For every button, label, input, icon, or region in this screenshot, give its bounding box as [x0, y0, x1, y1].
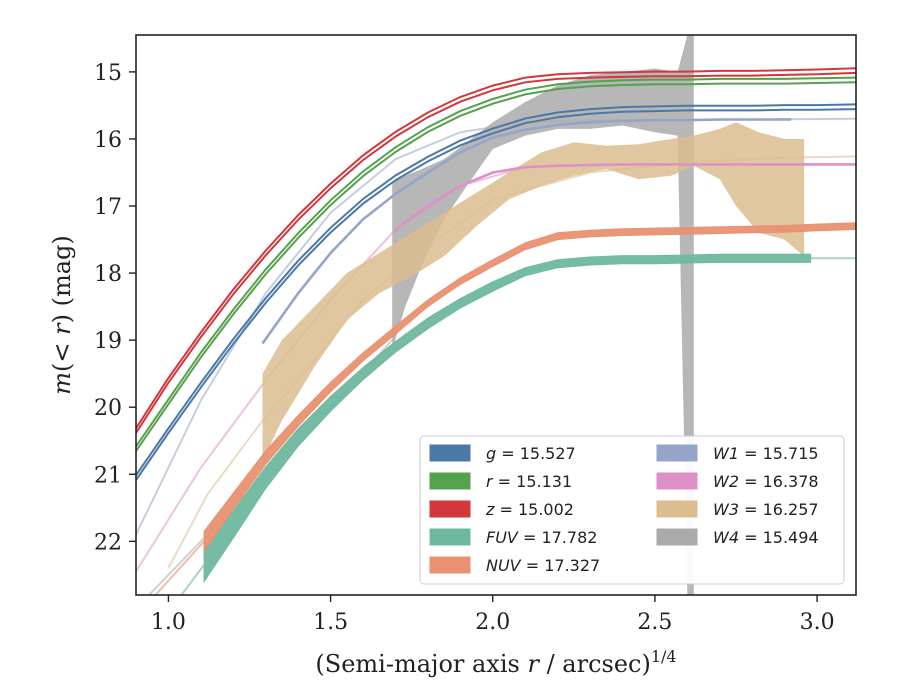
x-tick-label: 1.0: [151, 610, 186, 635]
y-tick-label: 19: [94, 329, 122, 354]
y-tick-label: 15: [94, 61, 122, 86]
y-axis: 15 16 17 18 19 20 21 22: [94, 61, 136, 555]
series-z-line-upper: [136, 67, 856, 429]
legend-label-w2: W2 = 16.378: [713, 472, 819, 491]
series-z-line-lower: [136, 71, 856, 434]
legend-swatch-z: [429, 500, 471, 518]
legend-label-w3: W3 = 16.257: [713, 500, 819, 519]
legend-label-w4: W4 = 15.494: [713, 528, 819, 547]
legend-swatch-w3: [656, 500, 698, 518]
series-r-line-upper: [136, 76, 856, 447]
legend-swatch-w2: [656, 472, 698, 490]
series-fuv-band: [203, 253, 812, 584]
series-nuv-extension: [154, 540, 205, 595]
plot-frame: [135, 34, 857, 596]
legend-label-nuv: NUV = 17.327: [486, 556, 600, 575]
y-tick-label: 18: [94, 262, 122, 287]
legend-swatch-r: [429, 472, 471, 490]
x-tick-label: 2.5: [637, 610, 672, 635]
series-nuv-band: [203, 222, 856, 554]
legend-swatch-g: [429, 444, 471, 462]
series-fuv-extension: [180, 564, 205, 595]
series-g-line-upper: [136, 103, 856, 476]
legend-label-r: r = 15.131: [486, 472, 572, 491]
legend-swatch-w4: [656, 528, 698, 546]
y-tick-label: 21: [94, 463, 122, 488]
y-tick-label: 17: [94, 195, 122, 220]
legend-swatch-w1: [656, 444, 698, 462]
series-r-line-lower: [136, 81, 856, 452]
x-axis-label: (Semi-major axis r / arcsec)1/4: [315, 647, 676, 678]
y-axis-label: m(< r) (mag): [48, 235, 76, 395]
legend-label-g: g = 15.527: [486, 444, 576, 463]
series-w2-line: [394, 163, 856, 231]
series-w1-line: [261, 118, 792, 345]
legend-box: [419, 435, 845, 585]
plot-area: [136, 35, 856, 595]
y-tick-label: 22: [94, 530, 122, 555]
x-axis: 1.0 1.5 2.0 2.5 3.0: [151, 595, 835, 635]
y-tick-label: 20: [94, 396, 122, 421]
x-tick-label: 1.5: [313, 610, 348, 635]
y-tick-label: 16: [94, 128, 122, 153]
legend-swatch-nuv: [429, 556, 471, 574]
series-g-line-lower: [136, 108, 856, 481]
x-tick-label: 3.0: [800, 610, 835, 635]
series-w4-band: [392, 35, 694, 595]
series-w3-band: [262, 122, 805, 461]
legend: g = 15.527 r = 15.131 z = 15.002 FUV = 17.7…: [419, 435, 845, 585]
x-tick-label: 2.0: [475, 610, 510, 635]
legend-label-fuv: FUV = 17.782: [486, 528, 597, 547]
legend-swatch-fuv: [429, 528, 471, 546]
legend-label-z: z = 15.002: [485, 500, 574, 519]
legend-label-w1: W1 = 15.715: [713, 444, 819, 463]
